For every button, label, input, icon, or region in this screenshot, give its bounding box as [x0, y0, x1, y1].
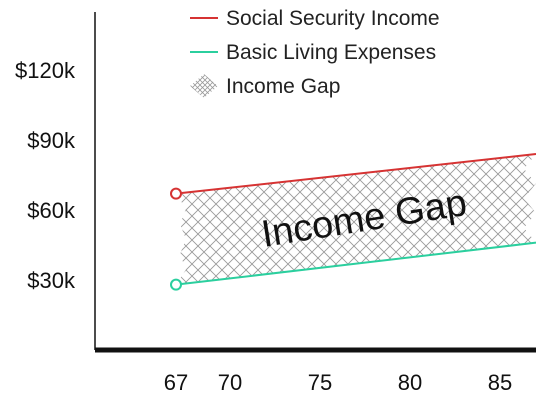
x-tick-label: 85: [488, 370, 512, 394]
x-tick-label: 70: [218, 370, 242, 394]
series-marker-basic-living-expenses: [170, 278, 182, 291]
income-gap-band: [176, 154, 536, 285]
legend-label: Income Gap: [226, 75, 340, 98]
legend-label: Basic Living Expenses: [226, 41, 436, 64]
y-tick-label: $60k: [27, 198, 76, 223]
legend-label: Social Security Income: [226, 7, 440, 30]
x-tick-label: 80: [398, 370, 422, 394]
series-line-social-security-income: [175, 153, 536, 195]
series-line-basic-living-expenses: [175, 241, 536, 286]
x-tick-label: 75: [308, 370, 332, 394]
y-tick-label: $120k: [15, 58, 76, 83]
series-marker-social-security-income: [170, 187, 182, 200]
y-tick-label: $90k: [27, 128, 76, 153]
y-tick-label: $30k: [27, 268, 76, 293]
x-tick-label: 67: [164, 370, 188, 394]
legend-swatch-hatch: [190, 74, 218, 98]
